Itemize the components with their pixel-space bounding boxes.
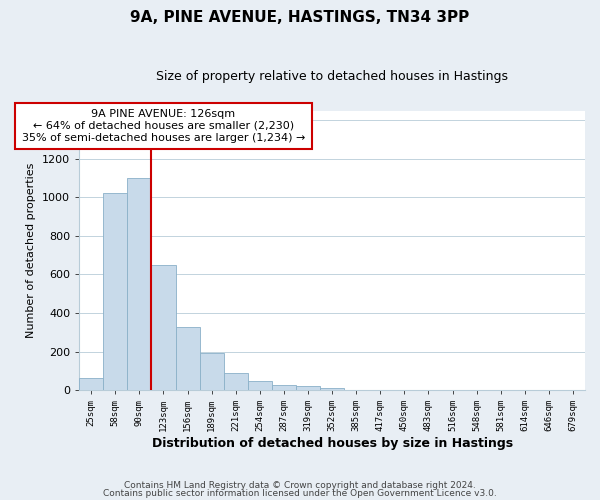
Text: Contains public sector information licensed under the Open Government Licence v3: Contains public sector information licen… bbox=[103, 488, 497, 498]
Bar bbox=[127, 178, 151, 390]
Text: 9A, PINE AVENUE, HASTINGS, TN34 3PP: 9A, PINE AVENUE, HASTINGS, TN34 3PP bbox=[130, 10, 470, 25]
Bar bbox=[79, 378, 103, 390]
Bar bbox=[320, 388, 344, 390]
Text: Contains HM Land Registry data © Crown copyright and database right 2024.: Contains HM Land Registry data © Crown c… bbox=[124, 481, 476, 490]
X-axis label: Distribution of detached houses by size in Hastings: Distribution of detached houses by size … bbox=[152, 437, 512, 450]
Text: 9A PINE AVENUE: 126sqm
← 64% of detached houses are smaller (2,230)
35% of semi-: 9A PINE AVENUE: 126sqm ← 64% of detached… bbox=[22, 110, 305, 142]
Y-axis label: Number of detached properties: Number of detached properties bbox=[26, 162, 37, 338]
Title: Size of property relative to detached houses in Hastings: Size of property relative to detached ho… bbox=[156, 70, 508, 83]
Bar bbox=[296, 386, 320, 390]
Bar bbox=[151, 265, 176, 390]
Bar bbox=[103, 194, 127, 390]
Bar bbox=[248, 380, 272, 390]
Bar bbox=[176, 328, 200, 390]
Bar bbox=[272, 386, 296, 390]
Bar bbox=[200, 352, 224, 390]
Bar bbox=[224, 373, 248, 390]
